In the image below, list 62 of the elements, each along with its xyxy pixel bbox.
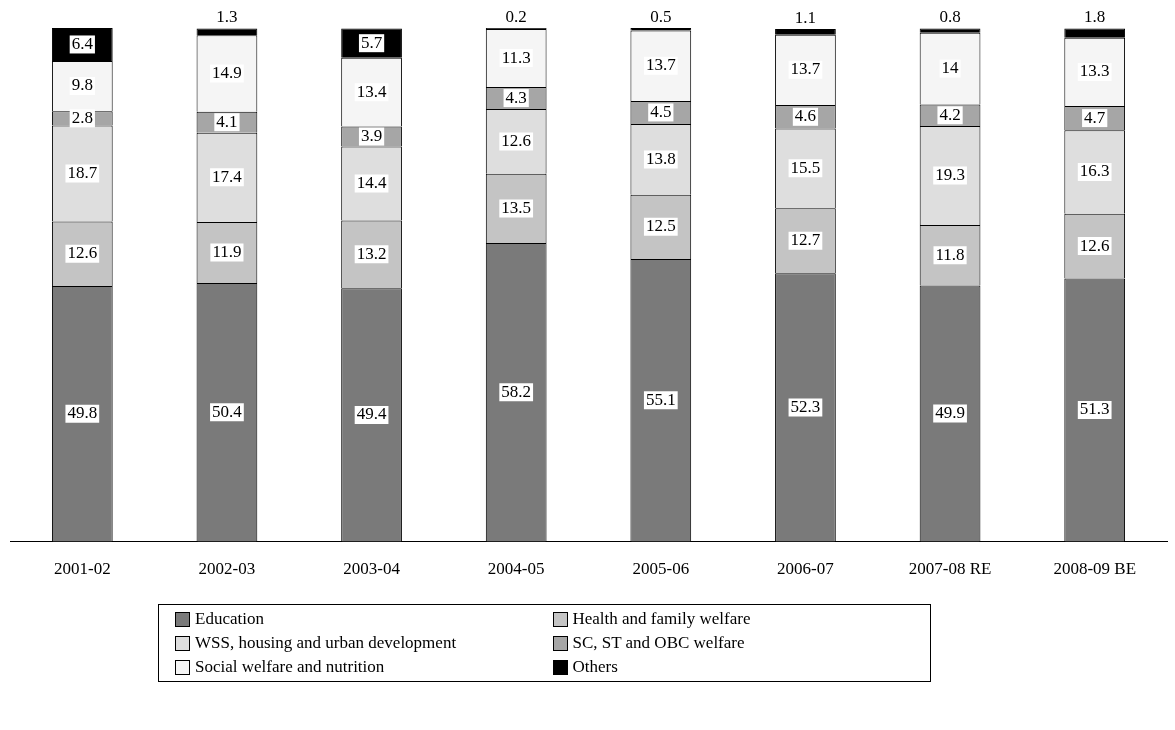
data-label: 0.8 [939,7,961,27]
data-label: 13.8 [645,148,676,168]
data-label: 5.7 [360,32,383,52]
data-label: 13.2 [356,243,387,263]
data-label: 0.5 [650,6,672,26]
data-label: 6.4 [71,33,94,53]
x-tick-label: 2001-02 [53,559,111,579]
data-label: 49.8 [67,403,98,423]
data-label: 14.9 [212,62,242,82]
data-label: 49.9 [935,403,965,423]
data-label: 13.4 [356,81,387,101]
data-label: 13.7 [790,59,821,79]
legend-label: Social welfare and nutrition [194,657,386,677]
data-label: 58.2 [501,381,532,401]
data-label: 12.7 [790,230,821,250]
data-label: 2.8 [71,107,93,127]
x-tick-label: 2008-09 BE [1053,559,1137,579]
data-label: 15.5 [790,157,821,177]
data-label: 14 [941,58,960,78]
data-label: 55.1 [645,389,676,409]
legend-label: WSS, housing and urban development [194,633,458,653]
data-label: 4.1 [216,111,238,131]
data-label: 4.2 [939,104,961,124]
data-label: 4.3 [505,87,527,107]
legend-label: Others [571,657,619,677]
data-label: 4.5 [650,101,672,121]
x-tick-label: 2003-04 [343,559,401,579]
data-label: 4.6 [794,106,817,126]
legend-label: Education [194,609,265,629]
data-label: 1.3 [216,7,238,27]
data-label: 50.4 [212,401,243,421]
x-tick-label: 2002-03 [198,559,256,579]
data-label: 12.5 [645,216,676,236]
data-label: 3.9 [360,126,383,146]
data-label: 11.3 [501,47,531,67]
data-label: 16.3 [1079,161,1110,181]
x-tick-label: 2006-07 [777,559,835,579]
legend-label: Health and family welfare [571,609,752,629]
data-label: 12.6 [67,243,98,263]
data-label: 1.8 [1084,7,1106,27]
data-label: 9.8 [71,75,93,95]
data-label: 0.2 [505,6,527,26]
data-label: 1.1 [794,7,817,27]
x-tick-label: 2005-06 [632,559,690,579]
data-label: 12.6 [1079,235,1110,255]
data-label: 49.4 [356,404,387,424]
legend-label: SC, ST and OBC welfare [571,633,746,653]
data-label: 11.9 [212,241,242,261]
data-label: 17.4 [212,166,243,186]
data-label: 13.7 [645,55,677,75]
x-tick-label: 2007-08 RE [908,559,992,579]
data-label: 13.3 [1079,61,1110,81]
data-label: 18.7 [67,162,98,182]
data-label: 52.3 [790,396,821,416]
data-label: 14.4 [356,172,387,192]
x-tick-label: 2004-05 [487,559,545,579]
data-label: 4.7 [1084,107,1106,127]
data-label: 51.3 [1079,399,1110,419]
data-label: 13.5 [501,197,532,217]
data-label: 12.6 [501,130,532,150]
data-label: 11.8 [935,244,965,264]
data-label: 19.3 [935,165,965,185]
